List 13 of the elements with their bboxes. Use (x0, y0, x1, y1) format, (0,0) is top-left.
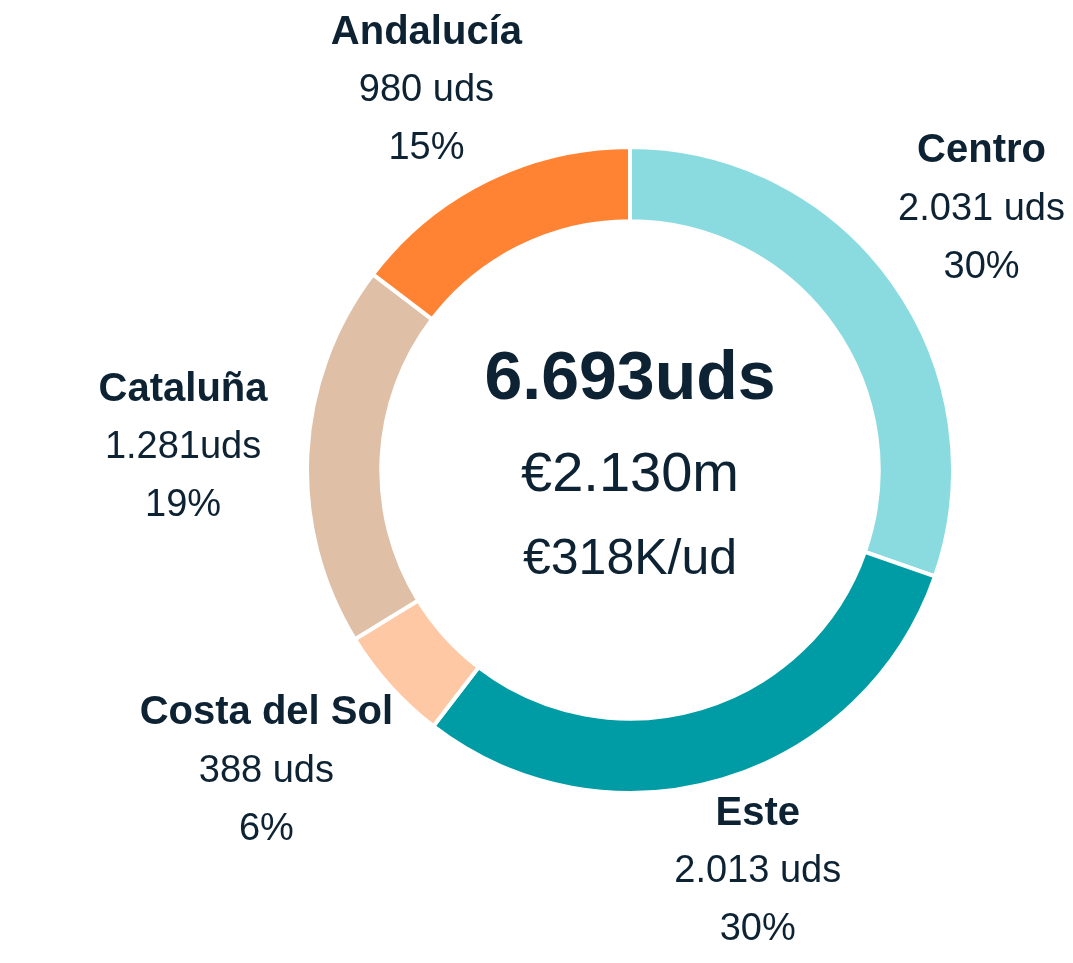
text: 6.693uds (484, 336, 776, 413)
slice-label: Este (715, 789, 800, 834)
text: €318K/ud (522, 528, 738, 585)
data-label: 388 uds 6% (198, 747, 334, 848)
slice-label: Andalucía (330, 8, 523, 53)
data-label: 980 uds 15% (358, 67, 495, 168)
data-label: 1.281uds 19% (104, 424, 262, 525)
text: €2.130m (521, 440, 739, 504)
slice-label: Cataluña (98, 364, 269, 409)
data-label: 2.031 uds 30% (898, 185, 1065, 286)
slice-label: Centro (917, 126, 1046, 171)
data-label: 2.013 uds 30% (674, 848, 842, 949)
slice-label: Costa del Sol (139, 688, 394, 733)
